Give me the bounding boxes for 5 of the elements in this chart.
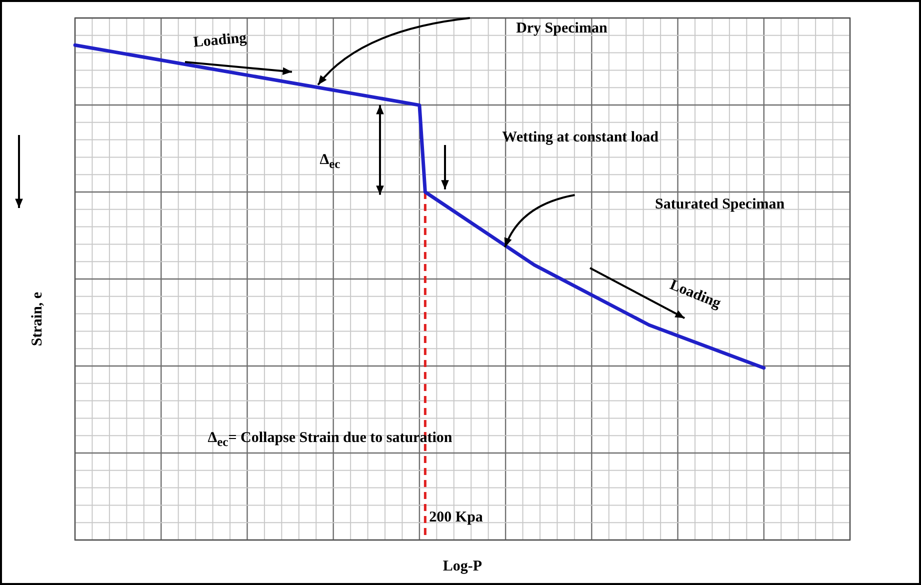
text: 200 Kpa — [429, 510, 483, 526]
annotation: Wetting at constant load — [502, 130, 658, 147]
y-axis-title: Strain, e — [30, 292, 46, 346]
text: Log-P — [442, 558, 482, 576]
annotation: Loading — [192, 30, 248, 52]
